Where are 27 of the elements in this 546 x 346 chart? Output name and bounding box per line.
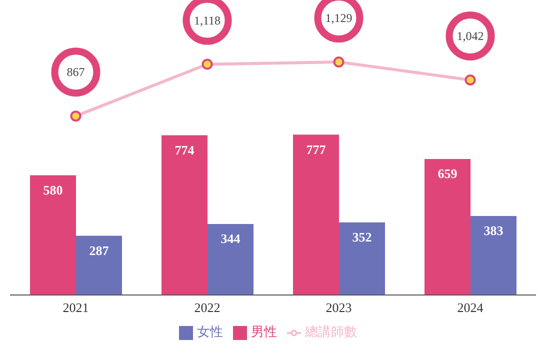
data-label: 1,118: [194, 13, 221, 28]
data-label: 344: [220, 231, 241, 246]
data-label: 659: [438, 166, 458, 182]
data-label: 383: [484, 223, 504, 238]
legend-label: 男性: [251, 324, 277, 339]
bar: [208, 224, 254, 295]
data-label: 867: [66, 65, 85, 80]
data-label: 1,129: [325, 11, 352, 25]
data-label: 580: [43, 182, 63, 198]
legend-label: 女性: [197, 324, 223, 339]
x-tick-label: 2023: [326, 300, 352, 316]
bar: [470, 216, 516, 295]
bar: [30, 175, 76, 295]
data-label: 777: [306, 142, 326, 157]
x-tick-label: 2021: [62, 300, 89, 316]
bar: [76, 236, 122, 295]
data-label: 287: [89, 243, 110, 258]
legend-label: 總講師數: [305, 324, 357, 339]
bar: [162, 135, 208, 295]
bar: [293, 134, 339, 295]
x-tick-label: 2024: [457, 300, 484, 316]
data-label: 1,042: [456, 28, 484, 43]
x-tick-label: 2022: [194, 300, 220, 316]
bar: [339, 222, 385, 295]
data-label: 774: [174, 142, 195, 158]
data-label: 352: [352, 230, 372, 245]
bar: [424, 158, 470, 295]
